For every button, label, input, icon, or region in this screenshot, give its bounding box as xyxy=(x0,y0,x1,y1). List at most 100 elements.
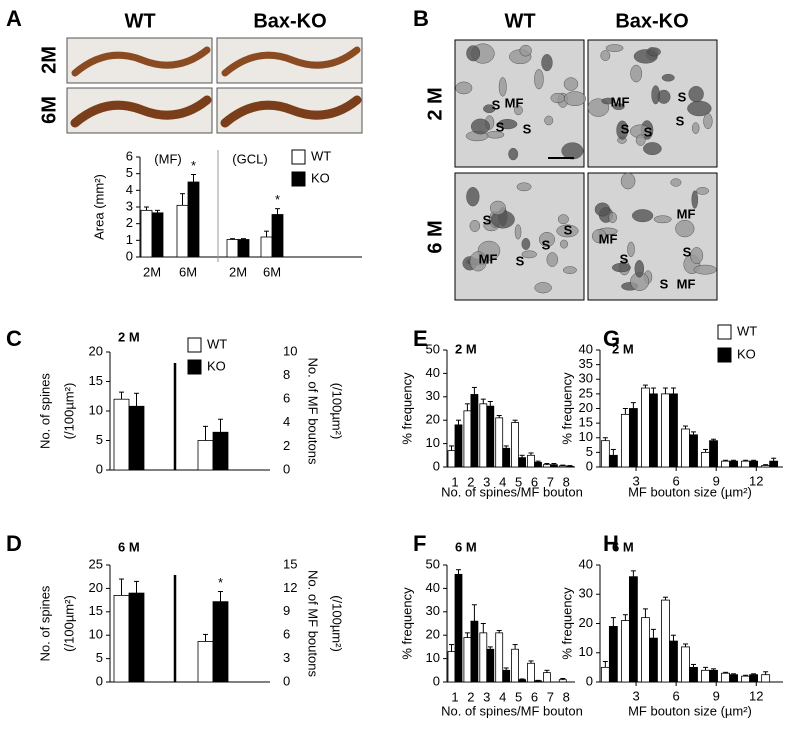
micrograph-label: MF xyxy=(505,95,524,110)
organelle xyxy=(653,215,672,224)
organelle xyxy=(696,187,709,195)
x-tick-label: 8 xyxy=(563,689,570,704)
y-tick-label: 0 xyxy=(96,673,103,688)
organelle xyxy=(643,142,662,156)
organelle xyxy=(521,250,537,259)
micrograph-label: MF xyxy=(677,276,696,291)
organelle xyxy=(594,202,611,217)
bar xyxy=(550,464,558,468)
micrograph-label: S xyxy=(564,222,573,237)
y2-tick-label: 4 xyxy=(283,414,290,429)
y-tick-label: 1 xyxy=(126,232,133,247)
x-tick-label: 6M xyxy=(179,264,197,279)
organelle xyxy=(687,100,712,117)
panel-letter: H xyxy=(603,531,619,556)
micrograph-label: MF xyxy=(611,94,630,109)
organelle xyxy=(514,224,522,240)
organelle xyxy=(469,219,481,232)
organelle xyxy=(630,64,643,83)
bar xyxy=(729,674,738,683)
bar xyxy=(479,632,488,683)
y-tick-label: 5 xyxy=(96,650,103,665)
bar xyxy=(479,403,488,468)
bar xyxy=(486,405,495,468)
bar xyxy=(729,460,738,468)
micrograph-label: S xyxy=(516,253,525,268)
bar xyxy=(620,413,630,468)
micrograph-label: S xyxy=(523,121,532,136)
organelle xyxy=(470,118,490,135)
chart-title: 2 M xyxy=(118,329,140,344)
organelle xyxy=(541,54,553,72)
y-tick-label: 25 xyxy=(89,556,103,571)
bar xyxy=(237,239,250,258)
y-tick-label: 30 xyxy=(426,388,440,403)
y-tick-label: 20 xyxy=(426,627,440,642)
y-tick-label: 30 xyxy=(426,603,440,618)
bar xyxy=(447,450,456,468)
organelle xyxy=(561,142,584,160)
x-axis-label: No. of spines/MF bouton xyxy=(441,484,583,499)
y2-tick-label: 6 xyxy=(283,391,290,406)
organelle xyxy=(546,252,559,267)
organelle xyxy=(538,232,555,248)
bar xyxy=(709,440,718,468)
bar xyxy=(600,666,610,683)
column-header: Bax-KO xyxy=(253,10,326,32)
x-tick-label: 4 xyxy=(499,474,506,489)
y-axis-label: % frequency xyxy=(559,372,574,445)
y-tick-label: 20 xyxy=(89,343,103,358)
x-axis-label: MF bouton size (µm²) xyxy=(628,703,752,718)
y-tick-label: 20 xyxy=(579,400,593,415)
histology-band xyxy=(71,46,211,77)
organelle xyxy=(563,91,587,107)
bar xyxy=(669,393,678,468)
bar xyxy=(543,672,551,683)
organelle xyxy=(483,104,496,114)
organelle xyxy=(690,247,704,265)
y-tick-label: 15 xyxy=(579,415,593,430)
column-header: WT xyxy=(504,10,535,32)
bar xyxy=(260,236,273,258)
x-axis-label: No. of spines/MF bouton xyxy=(441,703,583,718)
x-tick-label: 12 xyxy=(749,473,763,488)
bar xyxy=(447,651,456,683)
legend-label: WT xyxy=(737,323,757,338)
row-header: 2 M xyxy=(424,87,446,120)
bar xyxy=(558,465,567,468)
y2-axis-label: No. of MF boutons xyxy=(306,570,321,677)
bar xyxy=(511,648,520,683)
panel-letter: A xyxy=(6,6,22,31)
bar xyxy=(620,620,630,683)
organelle xyxy=(601,97,616,105)
bar xyxy=(558,679,567,683)
micrograph-label: S xyxy=(492,97,501,112)
y-tick-label: 3 xyxy=(126,198,133,213)
micrograph-label: S xyxy=(676,113,685,128)
y-tick-label: 15 xyxy=(89,603,103,618)
chart-title: 6 M xyxy=(455,539,477,554)
y2-axis-label: No. of MF boutons xyxy=(306,358,321,465)
x-tick-label: 5 xyxy=(515,689,522,704)
bar xyxy=(761,674,771,683)
group-label: (MF) xyxy=(154,151,181,166)
y2-tick-label: 10 xyxy=(283,343,297,358)
bar xyxy=(534,680,542,683)
micrograph-label: S xyxy=(542,237,551,252)
x-tick-label: 3 xyxy=(632,473,639,488)
organelle xyxy=(534,69,544,90)
micrograph-label: MF xyxy=(479,251,498,266)
bar xyxy=(689,666,698,683)
organelle xyxy=(455,81,473,95)
chart-title: 6 M xyxy=(118,539,140,554)
significance-mark: * xyxy=(191,158,196,173)
organelle xyxy=(519,44,532,57)
y-axis-label: Area (mm²) xyxy=(91,174,106,240)
row-header: 6 M xyxy=(424,220,446,253)
organelle xyxy=(611,262,631,273)
bar xyxy=(463,410,472,468)
bar xyxy=(669,640,678,683)
group-label: (GCL) xyxy=(232,151,267,166)
significance-mark: * xyxy=(218,575,223,590)
bar xyxy=(187,181,200,258)
